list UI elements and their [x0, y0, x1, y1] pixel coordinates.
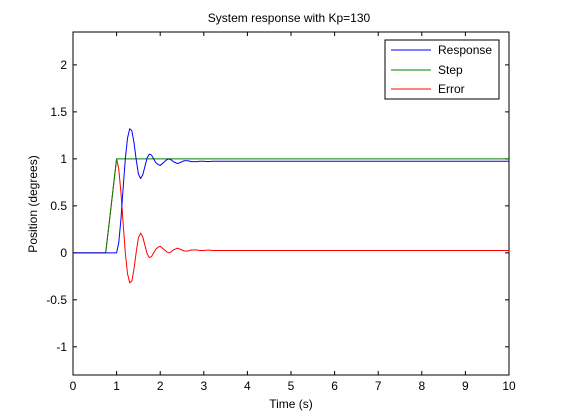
y-tick-label: -0.5 [46, 293, 67, 307]
legend-label-step: Step [438, 63, 463, 77]
x-tick-label: 0 [70, 379, 77, 393]
y-tick-label: 0.5 [50, 199, 67, 213]
x-axis-label: Time (s) [269, 397, 313, 411]
legend-label-error: Error [438, 82, 465, 96]
x-tick-label: 4 [244, 379, 251, 393]
y-tick-label: 1.5 [50, 105, 67, 119]
x-tick-label: 3 [200, 379, 207, 393]
x-tick-label: 9 [462, 379, 469, 393]
x-tick-label: 10 [502, 379, 516, 393]
y-tick-label: -1 [56, 340, 67, 354]
y-tick-label: 1 [60, 152, 67, 166]
x-tick-label: 6 [331, 379, 338, 393]
x-tick-label: 7 [375, 379, 382, 393]
y-axis-label: Position (degrees) [26, 155, 40, 252]
series-line-response [73, 128, 509, 254]
y-tick-label: 2 [60, 58, 67, 72]
y-tick-label: 0 [60, 246, 67, 260]
legend: Response Step Error [384, 39, 500, 100]
chart-title: System response with Kp=130 [208, 11, 371, 25]
series-layer [73, 128, 509, 284]
x-axis: 0 1 2 3 4 5 6 7 8 9 10 [70, 32, 516, 393]
legend-label-response: Response [438, 43, 492, 57]
x-tick-label: 5 [288, 379, 295, 393]
x-tick-label: 2 [157, 379, 164, 393]
x-tick-label: 1 [113, 379, 120, 393]
series-line-error [73, 158, 509, 284]
x-tick-label: 8 [418, 379, 425, 393]
